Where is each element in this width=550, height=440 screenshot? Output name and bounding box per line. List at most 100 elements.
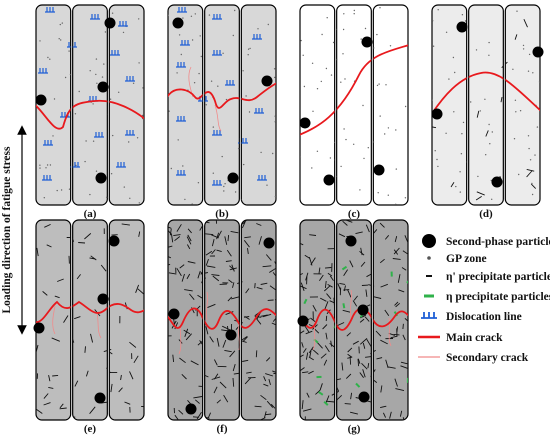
eta-prime-particle	[242, 359, 249, 362]
eta-prime-particle	[300, 367, 305, 373]
gp-zone	[260, 151, 262, 154]
gp-zone	[536, 126, 539, 128]
eta-prime-particle	[244, 377, 252, 385]
gp-zone	[138, 62, 140, 64]
dislocation-line	[116, 162, 126, 168]
eta-prime-particle	[243, 240, 250, 248]
eta-prime-particle	[244, 315, 250, 320]
eta-prime-particle	[242, 336, 248, 342]
eta-prime-particle	[302, 371, 309, 374]
gp-zone	[184, 198, 186, 201]
gp-zone	[138, 202, 140, 204]
eta-prime-particle	[485, 130, 489, 137]
eta-prime-particle	[355, 231, 363, 235]
eta-prime-particle	[196, 412, 202, 420]
panel-label: (a)	[84, 208, 97, 220]
eta-prime-particle	[380, 283, 388, 288]
eta-prime-particle	[168, 225, 172, 229]
gp-zone	[300, 156, 301, 158]
panel-label: (c)	[348, 208, 361, 220]
eta-prime-particle	[211, 274, 220, 276]
gp-zone	[329, 157, 332, 159]
eta-prime-particle	[205, 258, 209, 266]
gp-zone	[170, 167, 172, 170]
eta-prime-particle	[359, 372, 364, 378]
gp-zone	[516, 10, 518, 12]
gp-zone	[321, 33, 323, 36]
eta-prime-particle	[268, 378, 271, 386]
eta-prime-particle	[395, 388, 405, 392]
eta-prime-particle	[476, 110, 480, 118]
eta-prime-particle	[376, 357, 383, 360]
gp-zone	[345, 138, 347, 141]
grain	[167, 219, 204, 421]
eta-prime-particle	[176, 268, 182, 277]
eta-prime-particle	[366, 339, 372, 348]
eta-prime-particle	[135, 284, 140, 293]
eta-prime-particle	[57, 278, 64, 282]
gp-zone	[191, 203, 193, 205]
gp-zone	[197, 182, 200, 184]
gp-zone	[190, 15, 193, 17]
eta-prime-particle	[400, 365, 409, 370]
gp-zone	[470, 101, 472, 103]
eta-prime-particle	[232, 377, 235, 387]
gp-zone	[193, 82, 196, 84]
gp-zone	[39, 167, 41, 169]
gp-zone	[89, 70, 91, 72]
eta-prime-particle	[394, 301, 399, 306]
eta-prime-particle	[389, 411, 392, 419]
panel-label: (g)	[348, 423, 361, 435]
eta-prime-particle	[168, 254, 172, 259]
eta-prime-particle	[360, 338, 368, 345]
eta-prime-particle	[173, 234, 181, 237]
eta-prime-particle	[385, 359, 389, 369]
eta-prime-particle	[329, 275, 334, 281]
legend-label-second-phase: Second-phase particles	[446, 236, 550, 248]
grain	[240, 219, 277, 421]
eta-prime-particle	[263, 383, 269, 387]
main-crack	[36, 99, 145, 130]
eta-prime-particle	[266, 400, 274, 408]
eta-prime-particle	[343, 285, 346, 292]
eta-prime-particle	[305, 272, 309, 281]
gp-zone	[311, 62, 314, 64]
gp-zone	[221, 155, 223, 158]
grain	[72, 219, 108, 421]
eta-prime-particle	[305, 352, 309, 360]
eta-prime-particle	[246, 371, 252, 374]
eta-prime-particle	[306, 392, 310, 398]
eta-prime-particle	[397, 274, 401, 283]
eta-prime-particle	[349, 411, 359, 415]
gp-zone	[316, 88, 319, 90]
secondary-crack	[388, 317, 392, 347]
dislocation-line	[60, 112, 70, 118]
eta-prime-particle	[186, 273, 191, 280]
grain	[167, 4, 204, 206]
gp-zone	[274, 76, 276, 79]
eta-prime-particle	[384, 309, 390, 317]
gp-zone	[454, 71, 456, 74]
gp-zone	[534, 154, 536, 156]
dislocation-line	[125, 76, 135, 82]
gp-zone	[59, 23, 61, 26]
dislocation-line-icon	[421, 312, 437, 319]
gp-zone	[395, 203, 397, 205]
gp-zone	[389, 45, 392, 47]
eta-prime-particle	[197, 340, 204, 346]
second-phase-particle-icon	[422, 234, 436, 248]
eta-prime-particle	[254, 283, 256, 289]
gp-zone	[242, 70, 244, 72]
gp-zone	[53, 98, 56, 100]
eta-prime-particle	[232, 282, 235, 288]
gp-zone	[191, 39, 194, 41]
eta-prime-particle	[255, 350, 258, 358]
eta-prime-particle	[402, 250, 409, 255]
gp-zone	[527, 135, 530, 137]
gp-zone	[312, 110, 314, 113]
eta-prime-particle	[269, 285, 277, 291]
gp-zone	[45, 167, 47, 169]
gp-zone	[272, 152, 274, 155]
panel-f: (f)	[167, 219, 277, 435]
eta-prime-particle	[514, 34, 518, 40]
